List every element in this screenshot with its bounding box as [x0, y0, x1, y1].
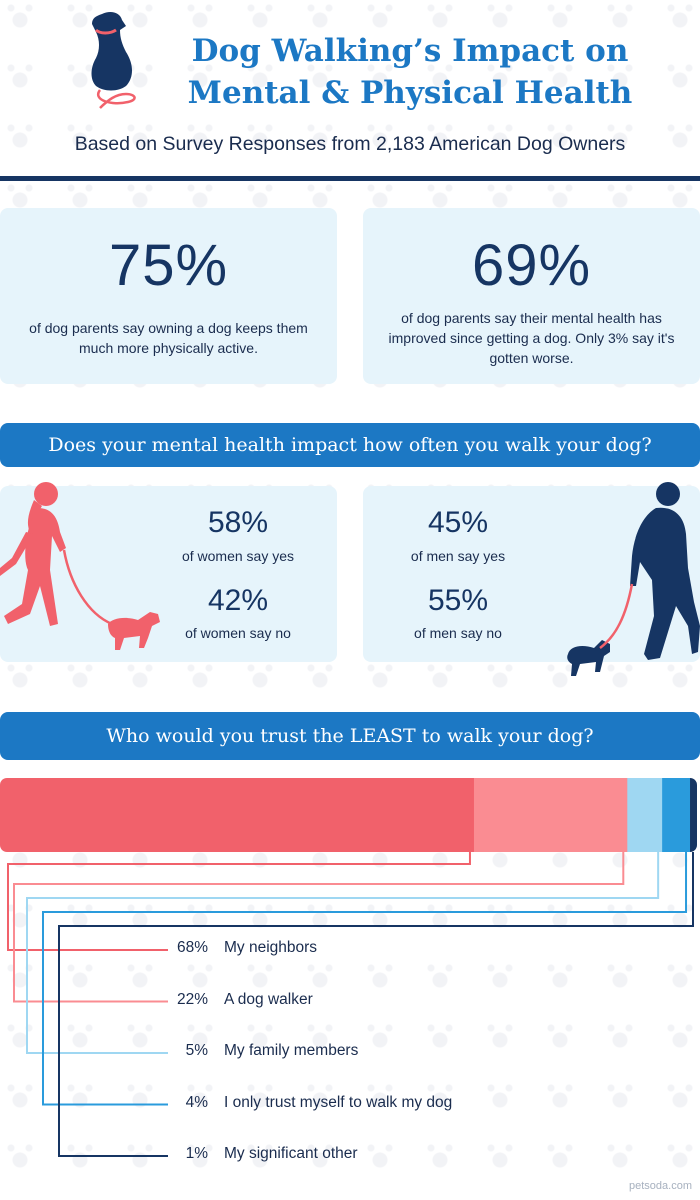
trust-legend-pct: 4%: [185, 1093, 208, 1111]
man-walking-dog-icon: [567, 482, 700, 676]
trust-connector-line: [13, 852, 625, 1003]
women-yes-label: of women say yes: [181, 548, 295, 564]
trust-legend-pct: 68%: [176, 939, 208, 956]
trust-legend: 68% My neighbors 22% A dog walker 5% My famil…: [0, 772, 700, 1172]
woman-walking-dog-icon: [0, 482, 160, 650]
trust-legend-pct: 1%: [185, 1145, 208, 1162]
page-title: Dog Walking’s Impact on Mental & Physica…: [187, 33, 633, 111]
stat-card-mental: 69% of dog parents say their mental heal…: [363, 208, 700, 384]
stat-text: of dog parents say their mental health h…: [388, 310, 675, 366]
header-divider: [0, 176, 700, 181]
trust-connector-line: [42, 852, 688, 1106]
trust-bar-segment: [0, 778, 475, 852]
women-card: 58% of women say yes 42% of women say no: [0, 486, 337, 662]
trust-legend-pct: 22%: [176, 990, 208, 1008]
trust-legend-label: My significant other: [224, 1145, 358, 1162]
dog-sitting-icon: [91, 12, 136, 109]
trust-legend-label: My family members: [224, 1042, 359, 1059]
stat-value: 75%: [108, 233, 229, 298]
women-yes-pct: 58%: [207, 506, 269, 539]
trust-question-banner: Who would you trust the LEAST to walk yo…: [0, 712, 700, 760]
trust-legend-label: I only trust myself to walk my dog: [224, 1093, 453, 1111]
trust-legend-label: A dog walker: [224, 990, 313, 1008]
men-card: 45% of men say yes 55% of men say no: [363, 486, 700, 662]
trust-chart: [0, 778, 697, 1157]
stat-text: of dog parents say owning a dog keeps th…: [29, 320, 308, 356]
trust-bar-segment: [627, 778, 663, 852]
men-no-label: of men say no: [414, 625, 502, 641]
trust-bar-segment: [690, 778, 697, 852]
watermark: petsoda.com: [629, 1180, 692, 1192]
men-no-pct: 55%: [427, 584, 489, 617]
trust-connector-line: [58, 852, 694, 1157]
men-yes-pct: 45%: [427, 506, 489, 539]
stat-value: 69%: [471, 233, 592, 298]
trust-legend-pct: 5%: [185, 1042, 208, 1059]
stat-card-physical: 75% of dog parents say owning a dog keep…: [0, 208, 337, 384]
page-subtitle: Based on Survey Responses from 2,183 Ame…: [74, 133, 626, 155]
trust-bar-segment: [662, 778, 691, 852]
trust-bar-segment: [473, 778, 628, 852]
trust-connector-line: [26, 852, 660, 1054]
women-no-pct: 42%: [207, 584, 269, 617]
trust-legend-label: My neighbors: [224, 939, 318, 956]
men-yes-label: of men say yes: [410, 548, 506, 564]
trust-connector-line: [7, 852, 471, 951]
mental-question-banner: Does your mental health impact how often…: [0, 423, 700, 467]
women-no-label: of women say no: [185, 625, 291, 641]
